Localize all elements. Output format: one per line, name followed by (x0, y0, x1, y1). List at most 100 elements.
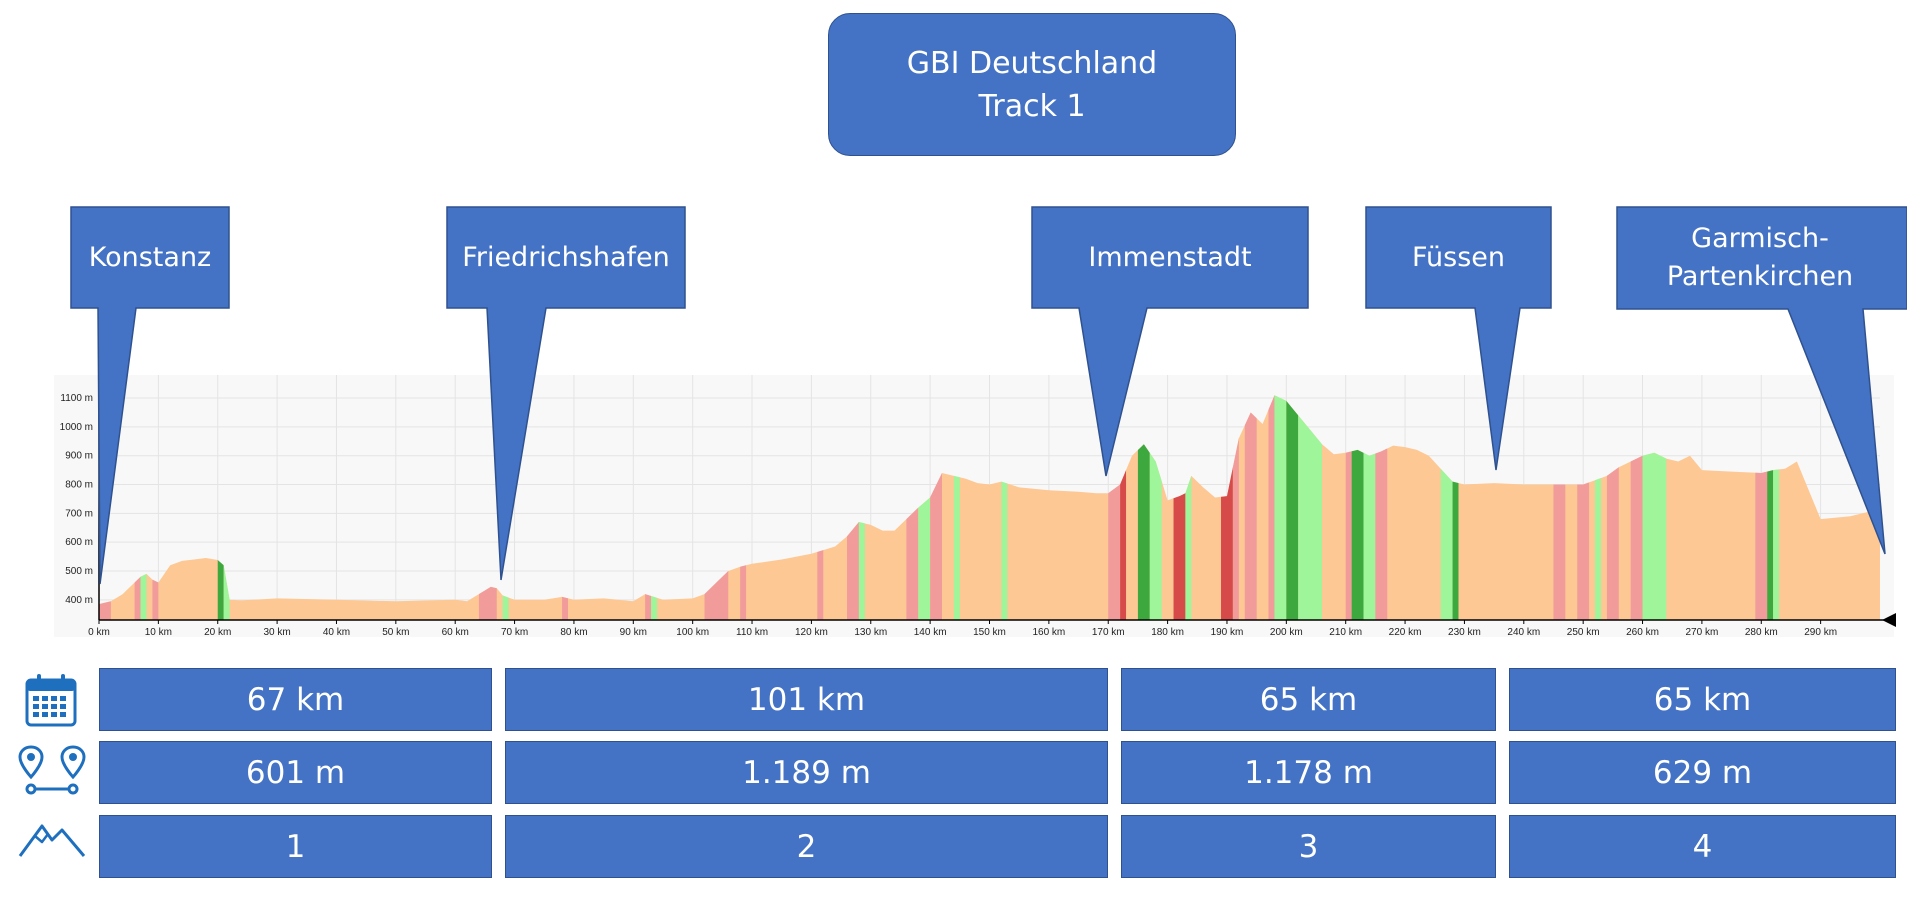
stat-distance-1: 67 km (99, 668, 492, 731)
x-tick-label: 270 km (1686, 627, 1719, 638)
grade-band-steep-descent (1767, 395, 1774, 620)
x-tick-label: 240 km (1507, 627, 1540, 638)
grade-band-descent (1185, 395, 1192, 620)
grade-band-climb (1630, 395, 1643, 620)
x-tick-label: 160 km (1032, 627, 1065, 638)
x-tick-label: 220 km (1389, 627, 1422, 638)
x-tick-label: 210 km (1329, 627, 1362, 638)
grade-band-descent (953, 395, 960, 620)
grade-band-climb (1606, 395, 1619, 620)
x-tick-label: 280 km (1745, 627, 1778, 638)
grade-band-steep-descent (1351, 395, 1364, 620)
x-tick-label: 200 km (1270, 627, 1303, 638)
grade-band-descent (1298, 395, 1322, 620)
x-tick-label: 50 km (382, 627, 409, 638)
callout-shape-konstanz (70, 206, 230, 585)
callout-label-fuessen: Füssen (1411, 241, 1506, 273)
stat-distance-4: 65 km (1509, 668, 1896, 731)
grade-band-climb (1108, 395, 1121, 620)
grade-band-climb (930, 395, 943, 620)
x-tick-label: 230 km (1448, 627, 1481, 638)
stat-distance-3: 65 km (1121, 668, 1496, 731)
title-line-2: Track 1 (978, 88, 1086, 124)
stat-distance-2: 101 km (505, 668, 1108, 731)
calendar-icon (24, 672, 78, 728)
x-tick-label: 10 km (145, 627, 172, 638)
grade-band-descent (1654, 395, 1667, 620)
stat-climb-4: 629 m (1509, 741, 1896, 804)
grade-band-steep-descent (1286, 395, 1299, 620)
grade-band-steep-climb (1173, 395, 1186, 620)
callout-label-garmisch: Garmisch-Partenkirchen (1666, 223, 1854, 292)
grade-band-descent (1274, 395, 1287, 620)
x-tick-label: 40 km (323, 627, 350, 638)
x-tick-label: 30 km (263, 627, 290, 638)
callout-label-konstanz: Konstanz (88, 241, 212, 273)
x-tick-label: 260 km (1626, 627, 1659, 638)
callout-shape-friedrichshafen (446, 206, 686, 581)
grade-band-steep-climb (1120, 395, 1127, 620)
x-tick-label: 180 km (1151, 627, 1184, 638)
title-box: GBI Deutschland Track 1 (828, 13, 1236, 156)
callout-label-immenstadt: Immenstadt (1088, 241, 1252, 273)
y-tick-label: 700 m (65, 508, 93, 519)
grade-band-descent (1773, 395, 1780, 620)
route-pins-icon (16, 745, 88, 795)
grade-band-descent (1149, 395, 1162, 620)
title-line-1: GBI Deutschland (906, 45, 1158, 81)
x-tick-label: 110 km (736, 627, 768, 638)
grade-band-steep-climb (1221, 395, 1233, 620)
y-tick-label: 800 m (65, 480, 93, 491)
x-tick-label: 20 km (204, 627, 231, 638)
grade-band-descent (1595, 395, 1601, 620)
grade-band-climb (1553, 395, 1566, 620)
grade-band-climb (1268, 395, 1275, 620)
x-tick-label: 130 km (854, 627, 887, 638)
grade-band-climb (1232, 395, 1239, 620)
x-tick-label: 0 km (88, 627, 110, 638)
callout-label-friedrichshafen: Friedrichshafen (462, 241, 670, 273)
x-tick-label: 170 km (1092, 627, 1125, 638)
callout-shape-fuessen (1365, 206, 1552, 471)
x-tick-label: 140 km (914, 627, 947, 638)
stat-stage-4: 4 (1509, 815, 1896, 878)
grade-band-climb (1577, 395, 1590, 620)
stat-stage-1: 1 (99, 815, 492, 878)
grade-band-descent (1642, 395, 1655, 620)
y-tick-label: 900 m (65, 451, 93, 462)
x-tick-label: 100 km (676, 627, 709, 638)
y-tick-labels: 400 m 500 m 600 m 700 m 800 m 900 m 1000 m 1100… (60, 393, 93, 606)
callout-shape-immenstadt (1031, 206, 1309, 477)
y-tick-label: 1000 m (60, 422, 93, 433)
x-tick-label: 290 km (1804, 627, 1837, 638)
x-tick-label: 60 km (442, 627, 469, 638)
x-tick-label: 120 km (795, 627, 828, 638)
stat-climb-1: 601 m (99, 741, 492, 804)
grade-band-descent (918, 395, 931, 620)
grade-band-steep-descent (1452, 395, 1459, 620)
stat-stage-3: 3 (1121, 815, 1496, 878)
y-tick-label: 500 m (65, 566, 93, 577)
x-tick-label: 90 km (620, 627, 647, 638)
grade-band-climb (1375, 395, 1388, 620)
grade-band-climb (1345, 395, 1352, 620)
grade-band-climb (1244, 395, 1257, 620)
x-axis-end-marker (1882, 613, 1896, 627)
grade-band-descent (1363, 395, 1376, 620)
stat-climb-3: 1.178 m (1121, 741, 1496, 804)
x-tick-label: 150 km (973, 627, 1006, 638)
x-tick-label: 70 km (501, 627, 528, 638)
x-tick-labels: 0 km 10 km 20 km 30 km 40 km 50 km 60 km 70 km 8… (88, 627, 1837, 638)
x-tick-label: 250 km (1567, 627, 1600, 638)
grade-band-descent (1001, 395, 1008, 620)
grade-band-descent (1440, 395, 1453, 620)
stat-stage-2: 2 (505, 815, 1108, 878)
y-tick-label: 600 m (65, 537, 93, 548)
grade-band-steep-descent (1137, 395, 1150, 620)
elevation-area (99, 395, 1880, 620)
grade-band-climb (1755, 395, 1768, 620)
callout-shape-garmisch (1616, 206, 1907, 555)
stat-climb-2: 1.189 m (505, 741, 1108, 804)
